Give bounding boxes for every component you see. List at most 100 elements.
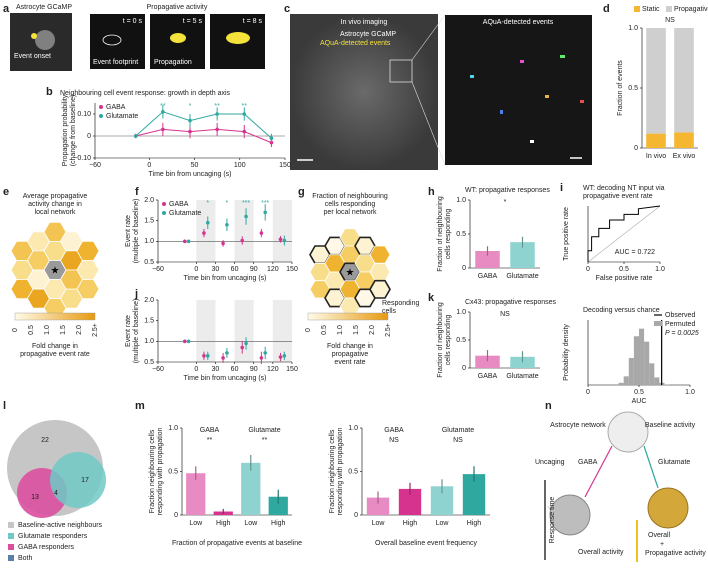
y-tick-label: 0: [87, 133, 91, 140]
legend-text: Both: [18, 555, 33, 562]
x-tick-label: 50: [191, 162, 199, 169]
panel-letter: k: [428, 292, 435, 304]
annotation: *: [504, 199, 507, 206]
legend-swatch: [8, 522, 14, 528]
label: Response time: [549, 497, 556, 544]
series-line: [587, 205, 661, 262]
x-tick-label: 0.5: [619, 266, 629, 273]
legend-text: Observed: [665, 312, 695, 319]
y-tick-label: 2.0: [144, 197, 154, 204]
legend-text: Static: [642, 6, 660, 13]
bar: [186, 473, 206, 515]
y-tick-label: 1.0: [348, 425, 358, 432]
y-axis-label: responding with propagation: [157, 427, 164, 515]
panel-letter: b: [46, 86, 53, 98]
bar-segment: [674, 132, 694, 148]
venn-count: 13: [31, 494, 39, 501]
bar-segment: [646, 133, 666, 148]
legend-marker: [634, 6, 640, 12]
bin-shade: [234, 300, 254, 362]
point: [259, 231, 264, 235]
label: Propagative activity: [645, 550, 706, 557]
colorbar-label: propagative event rate: [20, 351, 90, 358]
group-label: GABA: [384, 427, 404, 434]
point: [278, 355, 283, 359]
point: [244, 214, 248, 219]
colorbar-tick: 2.0: [369, 325, 376, 335]
colorbar-label: event rate: [334, 359, 365, 366]
x-tick-label: 120: [267, 266, 279, 273]
label: +: [660, 541, 664, 548]
chart-title: Cx43: propagative responses: [465, 299, 557, 306]
label: Overall: [648, 532, 671, 539]
y-tick-label: 0: [174, 512, 178, 519]
label: Propagation: [154, 59, 192, 66]
bin-shade: [196, 300, 216, 362]
hist-bar: [633, 336, 639, 385]
point: [282, 238, 287, 243]
colorbar-tick: 2.5+: [92, 323, 99, 337]
y-axis-label: Fraction of events: [617, 60, 624, 116]
annotation: **: [242, 103, 248, 110]
y-tick-label: −0.10: [73, 155, 91, 162]
panel-title: Fraction of neighbouring: [312, 193, 388, 200]
y-tick-label: 1.0: [628, 25, 638, 32]
point: [188, 129, 192, 134]
y-tick-label: 1.5: [144, 318, 154, 325]
star: ★: [346, 268, 355, 279]
y-axis-label: Fraction neighbouring cells: [149, 429, 156, 513]
y-axis-label: Fraction neighbouring cells: [329, 429, 336, 513]
bar: [462, 474, 486, 515]
label: Event footprint: [93, 59, 138, 66]
panel-letter: f: [135, 186, 139, 198]
arrow: [643, 445, 659, 489]
hist-bar: [618, 382, 624, 385]
y-tick-label: 0: [634, 145, 638, 152]
label: AQuA-detected events: [483, 19, 554, 26]
x-tick-label: In vivo: [646, 153, 666, 160]
point: [133, 134, 138, 138]
x-tick-label: 1.0: [685, 389, 695, 396]
y-tick-label: 1.0: [144, 238, 154, 245]
point: [240, 238, 245, 243]
x-tick-label: High: [467, 520, 482, 527]
annotation: NS: [665, 17, 675, 24]
venn-count: 4: [54, 490, 58, 497]
bin-shade: [272, 200, 292, 262]
colorbar-tick: 2.5+: [385, 323, 392, 337]
bar-segment: [646, 28, 666, 134]
legend-text: Propagative: [674, 6, 708, 13]
hist-bar: [664, 384, 670, 385]
legend-text: AQuA-detected events: [320, 40, 391, 47]
bin-shade: [234, 200, 254, 262]
annotation: P = 0.0025: [665, 330, 699, 337]
y-tick-label: 0: [354, 512, 358, 519]
x-tick-label: 0: [194, 366, 198, 373]
label: t = 0 s: [123, 18, 143, 25]
panel-letter: e: [3, 186, 9, 198]
point: [225, 223, 229, 227]
x-tick-label: Low: [244, 520, 258, 527]
y-tick-label: 0: [462, 265, 466, 272]
panel-letter: h: [428, 186, 435, 198]
legend-swatch: [8, 544, 14, 550]
hist-bar: [644, 341, 650, 385]
point: [282, 354, 287, 358]
image: [445, 15, 592, 165]
legend-text: Glutamate responders: [18, 533, 88, 540]
annotation: NS: [453, 437, 463, 444]
x-tick-label: 0: [586, 389, 590, 396]
y-tick-label: 1.0: [456, 309, 466, 316]
point: [259, 356, 264, 360]
image: [90, 14, 145, 69]
zoom-line: [411, 14, 446, 61]
legend-text: GABA: [169, 201, 189, 208]
colorbar-tick: 1.5: [60, 325, 67, 335]
legend-marker: [162, 211, 166, 215]
x-axis-label: Time bin from uncaging (s): [184, 375, 267, 382]
chance-line: [587, 205, 661, 263]
y-axis-label: Fraction of neighbouring: [437, 196, 444, 272]
x-tick-label: High: [216, 520, 231, 527]
annotation: NS: [500, 311, 510, 318]
